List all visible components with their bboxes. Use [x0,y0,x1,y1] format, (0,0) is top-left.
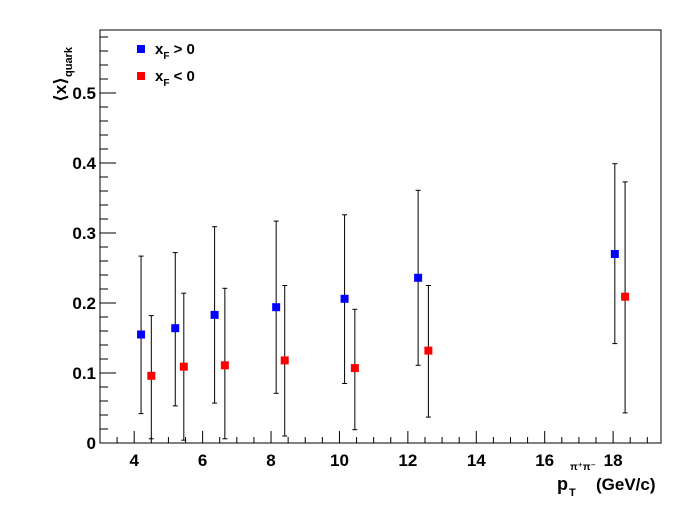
data-point [171,324,180,333]
x-axis-title-unit: (GeV/c) [596,475,656,494]
y-tick-label: 0.5 [72,84,96,103]
legend: xF > 0 xF < 0 [137,41,195,89]
x-tick-label: 8 [266,451,275,470]
x-axis-title: p T π⁺π⁻ (GeV/c) [557,462,656,499]
data-point [610,250,619,258]
legend-label: xF < 0 [155,68,195,89]
x-tick-label: 4 [129,451,139,470]
y-axis-title-main: ⟨x⟩ [51,77,70,102]
legend-label: xF > 0 [155,41,195,62]
data-point [147,371,156,380]
y-axis-title-sub: quark [63,46,75,77]
x-tick-label: 18 [604,451,623,470]
data-point [179,362,188,371]
x-tick-label: 14 [467,451,486,470]
x-axis-title-sub: T [569,487,576,499]
legend-marker [137,72,145,80]
data-point [340,294,349,303]
data-point [621,292,630,301]
y-tick-label: 0.2 [72,294,96,313]
x-tick-label: 10 [330,451,349,470]
data-point [280,356,289,365]
data-point [424,346,433,355]
data-point [414,273,423,282]
x-tick-label: 16 [535,451,554,470]
plot-frame [99,29,662,444]
data-point [210,310,219,319]
data-point [220,361,229,370]
y-axis-title: ⟨x⟩quark [51,46,75,102]
data-point [350,364,359,373]
y-tick-label: 0.4 [72,154,96,173]
svg-text:⟨x⟩quark: ⟨x⟩quark [51,46,75,102]
x-axis-title-main: p [557,474,568,494]
x-tick-label: 6 [198,451,207,470]
legend-marker [137,45,145,53]
data-point [272,303,281,312]
x-tick-label: 12 [398,451,417,470]
x-axis-title-sup: π⁺π⁻ [570,462,596,473]
x-axis: 4 6 8 10 12 14 16 18 [99,431,648,470]
data-markers [137,250,630,380]
y-tick-label: 0.1 [72,364,96,383]
y-axis: 0 0.1 0.2 0.3 0.4 0.5 [72,36,116,453]
data-point [137,330,146,339]
y-tick-label: 0 [87,434,96,453]
y-tick-label: 0.3 [72,224,96,243]
